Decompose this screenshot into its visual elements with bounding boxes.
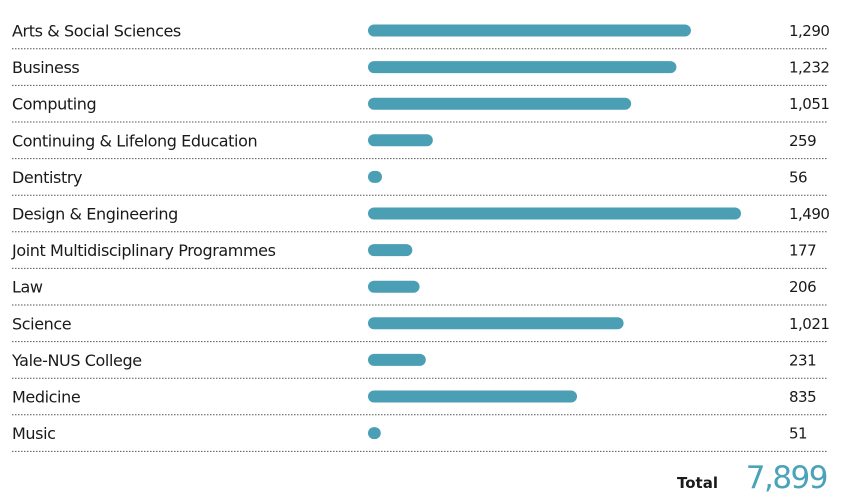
category-label: Science bbox=[12, 314, 71, 333]
total-label: Total bbox=[677, 474, 718, 492]
value-label: 1,232 bbox=[789, 59, 829, 77]
bar bbox=[368, 61, 677, 74]
category-label: Design & Engineering bbox=[12, 205, 178, 224]
value-label: 177 bbox=[789, 242, 816, 260]
value-label: 51 bbox=[789, 425, 807, 443]
value-label: 835 bbox=[789, 388, 816, 406]
category-label: Business bbox=[12, 58, 79, 77]
bar bbox=[368, 353, 426, 366]
bar bbox=[368, 170, 383, 183]
bar bbox=[368, 24, 691, 37]
category-label: Law bbox=[12, 278, 43, 297]
value-label: 1,490 bbox=[789, 205, 829, 223]
category-label: Continuing & Lifelong Education bbox=[12, 131, 257, 150]
category-label: Yale-NUS College bbox=[11, 351, 142, 370]
value-label: 231 bbox=[789, 351, 816, 369]
value-label: 206 bbox=[789, 278, 816, 296]
bar bbox=[368, 390, 578, 403]
bar bbox=[368, 244, 413, 257]
category-label: Joint Multidisciplinary Programmes bbox=[11, 241, 276, 260]
category-label: Arts & Social Sciences bbox=[12, 22, 181, 41]
value-label: 56 bbox=[789, 168, 807, 186]
value-label: 1,051 bbox=[789, 95, 829, 113]
category-label: Medicine bbox=[12, 388, 80, 407]
bar bbox=[368, 317, 624, 330]
bar bbox=[368, 207, 741, 220]
value-label: 1,290 bbox=[789, 22, 829, 40]
chart-rows: Arts & Social Sciences 1,290 Business 1,232… bbox=[11, 22, 830, 452]
category-label: Music bbox=[12, 424, 56, 443]
bar bbox=[368, 134, 433, 147]
category-label: Dentistry bbox=[12, 168, 82, 187]
total-value: 7,899 bbox=[746, 460, 827, 496]
bar bbox=[368, 280, 420, 293]
bar bbox=[368, 427, 381, 440]
value-label: 259 bbox=[789, 132, 816, 150]
value-label: 1,021 bbox=[789, 315, 829, 333]
category-label: Computing bbox=[12, 95, 96, 114]
bar bbox=[368, 97, 632, 110]
